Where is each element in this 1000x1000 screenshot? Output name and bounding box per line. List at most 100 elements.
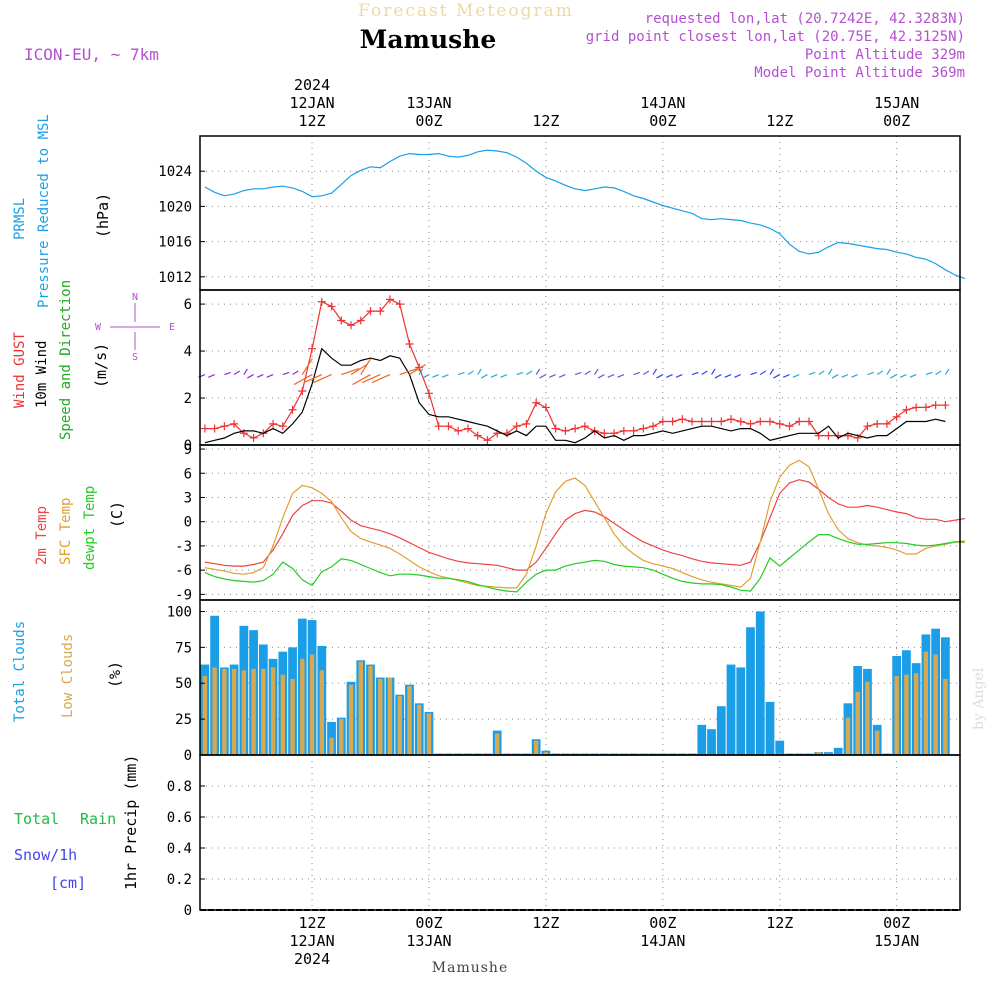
temp-tick-label: -3 [175, 539, 192, 555]
wind-direction-arrow [432, 373, 439, 378]
wind-direction-arrow [467, 370, 474, 376]
clouds-bar-low [533, 740, 539, 755]
temp-tick-label: -9 [175, 587, 192, 603]
wind-gust-marker [347, 321, 356, 330]
clouds-bar-low [280, 674, 286, 755]
model-altitude: Model Point Altitude 369m [754, 65, 965, 81]
wind-gust-marker [785, 422, 794, 431]
wind-gust-marker [200, 424, 209, 433]
wind-direction-arrow [313, 373, 332, 384]
time-label-top: 12JAN [289, 94, 334, 112]
time-label-top: 2024 [294, 76, 330, 94]
temp-tick-label: 0 [184, 515, 192, 531]
pressure-tick-label: 1016 [158, 235, 192, 251]
clouds-bar-low [251, 668, 256, 755]
temp-tick-label: 9 [184, 442, 192, 458]
clouds-bar-low [329, 737, 334, 755]
wind-tick-label: 0 [184, 438, 192, 454]
compass-icon: N W E S [95, 292, 175, 363]
wind-gust-marker [756, 417, 765, 426]
wind-gust-marker [220, 422, 229, 431]
temp-line-dewpt-temp [204, 533, 965, 593]
clouds-bar-total [775, 740, 785, 755]
wind-direction-arrow [360, 358, 372, 375]
wind-direction-arrow [282, 371, 290, 376]
temp-tick-label: -6 [175, 563, 192, 579]
pressure-tick-label: 1020 [158, 199, 192, 215]
wind-gust-marker [337, 316, 346, 325]
clouds-bar-low [300, 658, 305, 755]
wind-direction-arrow [925, 371, 933, 376]
wind-gust-marker [434, 422, 443, 431]
frames-layer [199, 135, 961, 911]
clouds-bar-low [339, 719, 344, 755]
clouds-bar-low [397, 696, 402, 755]
wind-gust-marker [386, 295, 394, 304]
clouds-bar-total [697, 724, 707, 755]
wind-gust-marker [395, 300, 404, 309]
wind-unit: (m/s) [92, 343, 110, 388]
wind-gust-marker [571, 424, 580, 433]
wind-gust-marker [600, 429, 609, 438]
wind-gust-marker [775, 419, 784, 428]
wind-direction-arrow [886, 368, 891, 375]
wind-gust-marker [688, 417, 697, 426]
requested-coords: requested lon,lat (20.7242E, 42.3283N) [645, 11, 965, 27]
time-label-bottom: 12Z [299, 914, 326, 932]
wind-direction-arrow [558, 373, 566, 378]
ticks-layer: 10121016102010240246-9-6-303690255075100… [158, 164, 205, 919]
clouds-tick-label: 100 [167, 604, 192, 620]
wind-direction-arrow [480, 374, 488, 379]
temp-label-sfc: SFC Temp [58, 498, 74, 565]
wind-direction-arrow [711, 368, 716, 375]
wind-gust-marker [230, 419, 239, 428]
time-label-top: 00Z [649, 112, 676, 130]
wind-gust-marker [678, 415, 687, 424]
clouds-tick-label: 25 [175, 712, 192, 728]
clouds-bar-low [270, 667, 276, 755]
wind-direction-arrow [773, 374, 781, 379]
wind-direction-arrow [352, 374, 371, 386]
wind-gust-marker [580, 422, 589, 431]
wind-frame [199, 289, 961, 446]
clouds-bar-low [845, 717, 851, 755]
clouds-bar-low [222, 668, 227, 755]
wind-gust-marker [366, 307, 375, 316]
time-label-bottom: 00Z [415, 914, 442, 932]
clouds-bar-low [231, 668, 237, 755]
wind-direction-arrow [607, 373, 615, 378]
clouds-bar-total [736, 667, 746, 755]
wind-direction-arrow [574, 371, 582, 376]
precip-label-cm: [cm] [50, 874, 86, 892]
clouds-bar-low [543, 752, 549, 755]
time-label-top: 12Z [766, 112, 793, 130]
wind-gust-marker [892, 412, 901, 421]
time-label-bottom: 00Z [883, 914, 910, 932]
wind-direction-arrow [909, 373, 917, 378]
footer-location: Mamushe [432, 960, 508, 976]
wind-label-gust: Wind GUST [12, 332, 28, 408]
temp-line-sfc-temp [204, 459, 965, 589]
clouds-bar-low [261, 668, 266, 755]
wind-direction-arrow [293, 374, 313, 386]
wind-direction-arrow [516, 371, 524, 376]
wind-gust-marker [619, 426, 628, 435]
wind-direction-arrow [549, 373, 556, 378]
wind-direction-arrow [303, 373, 323, 384]
wind-direction-arrow [399, 367, 418, 376]
time-label-top: 15JAN [874, 94, 919, 112]
wind-direction-arrow [890, 374, 897, 379]
compass-s: S [132, 352, 138, 363]
wind-gust-marker [424, 389, 433, 398]
pressure-unit: (hPa) [94, 193, 112, 238]
wind-direction-arrow [935, 370, 942, 376]
wind-gust-marker [269, 419, 278, 428]
clouds-bar-low [874, 730, 880, 755]
wind-direction-arrow [652, 368, 658, 375]
clouds-bar-low [387, 677, 393, 755]
wind-gust-marker [356, 316, 365, 325]
wind-gust-marker [707, 417, 716, 426]
wind-direction-arrow [734, 373, 742, 378]
clouds-bar-low [319, 670, 324, 755]
time-label-top: 12Z [299, 112, 326, 130]
